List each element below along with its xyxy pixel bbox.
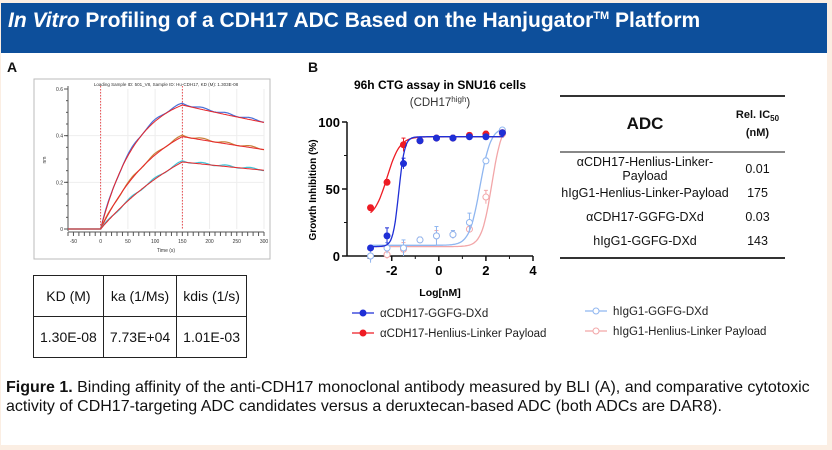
header-kdis: kdis (1/s) xyxy=(176,275,247,317)
legend-marker xyxy=(592,327,600,335)
value-kdis: 1.01E-03 xyxy=(176,316,247,358)
chart-title: 96h CTG assay in SNU16 cells xyxy=(354,78,526,92)
col-adc: ADC xyxy=(626,114,664,133)
chart-subtitle: (CDH17high) xyxy=(410,95,471,109)
legend-marker xyxy=(592,307,600,315)
figure-caption: Figure 1. Binding affinity of the anti-C… xyxy=(6,378,821,416)
x-axis-label: Log[nM] xyxy=(419,287,460,299)
x-tick-label: 100 xyxy=(151,239,160,245)
title-end: Platform xyxy=(609,9,701,32)
x-axis-label: Time (s) xyxy=(157,248,175,254)
y-tick-label: 0.4 xyxy=(56,134,63,140)
adc-name: hIgG1-GGFG-DXd xyxy=(593,234,697,248)
legend-label: hIgG1-Henlius-Linker Payload xyxy=(613,326,766,338)
title-italic: In Vitro xyxy=(8,9,80,32)
data-point xyxy=(367,252,375,260)
ic50-value: 143 xyxy=(747,234,768,248)
data-point xyxy=(482,133,490,141)
panel-a-label: A xyxy=(7,59,18,75)
legend-label: hIgG1-GGFG-DXd xyxy=(613,306,708,318)
data-point xyxy=(432,134,440,142)
table-row: hIgG1-GGFG-DXd 143 xyxy=(560,229,785,253)
legend-marker xyxy=(359,329,367,337)
x-tick-label: 250 xyxy=(233,239,242,245)
header-kd: KD (M) xyxy=(33,275,104,317)
x-tick-label: 2 xyxy=(482,263,489,278)
table-rule xyxy=(560,257,785,259)
x-tick-label: 200 xyxy=(205,239,214,245)
y-axis-label: nm xyxy=(42,157,48,164)
data-point xyxy=(416,236,424,244)
data-point xyxy=(367,244,375,252)
table-row: KD (M) ka (1/Ms) kdis (1/s) xyxy=(33,275,247,317)
caption-label: Figure 1. xyxy=(6,379,73,396)
trademark: TM xyxy=(593,10,610,22)
data-point xyxy=(383,232,391,240)
chart-title: Loading Sample ID: 501_V8, Sample ID: Hu… xyxy=(94,82,239,87)
y-tick-label: 50 xyxy=(326,182,340,197)
data-point xyxy=(400,160,408,168)
x-tick-label: 4 xyxy=(529,263,537,278)
y-tick-label: 0.6 xyxy=(56,87,63,93)
data-point xyxy=(465,219,473,226)
adc-name: hIgG1-Henlius-Linker-Payload xyxy=(561,186,729,200)
fit-curve-low xyxy=(68,161,265,230)
y-tick-label: 0 xyxy=(333,249,340,264)
value-kd: 1.30E-08 xyxy=(33,316,104,358)
x-tick-label: 0 xyxy=(99,239,102,245)
legend-label: αCDH17-GGFG-DXd xyxy=(380,308,488,320)
data-point xyxy=(383,178,391,186)
caption-text: Binding affinity of the anti-CDH17 monoc… xyxy=(6,379,810,415)
legend-label: αCDH17-Henlius-Linker Payload xyxy=(380,328,546,340)
adc-name: αCDH17-Henlius-Linker-Payload xyxy=(576,155,714,183)
fit-curve xyxy=(370,136,504,214)
title-text: Profiling of a CDH17 ADC Based on the Ha… xyxy=(79,9,594,32)
ic50-value: 175 xyxy=(747,186,768,200)
data-point xyxy=(400,244,408,252)
data-point xyxy=(432,232,440,240)
title-banner: In Vitro Profiling of a CDH17 ADC Based … xyxy=(1,3,827,53)
col-ic50: Rel. IC50 (nM) xyxy=(730,108,785,140)
fit-curve xyxy=(370,128,504,246)
x-tick-label: 150 xyxy=(178,239,187,245)
legend-marker xyxy=(359,309,367,317)
data-point xyxy=(449,231,457,239)
table-row: hIgG1-Henlius-Linker-Payload 175 xyxy=(560,181,785,205)
x-tick-label: -2 xyxy=(386,263,398,278)
ic50-table: ADC Rel. IC50 (nM) αCDH17-Henlius-Linker-… xyxy=(560,95,785,259)
data-point xyxy=(416,137,424,145)
y-tick-label: 100 xyxy=(318,115,340,130)
x-tick-label: 300 xyxy=(260,239,269,245)
page-title: In Vitro Profiling of a CDH17 ADC Based … xyxy=(8,9,700,33)
value-ka: 7.73E+04 xyxy=(102,316,178,358)
data-point xyxy=(367,204,375,212)
fit-curve xyxy=(370,133,505,248)
x-tick-label: 0 xyxy=(435,263,442,278)
data-point xyxy=(482,193,490,201)
table-row: αCDH17-GGFG-DXd 0.03 xyxy=(560,205,785,229)
panel-b-label: B xyxy=(308,59,319,75)
adc-name: αCDH17-GGFG-DXd xyxy=(586,210,704,224)
table-header: ADC Rel. IC50 (nM) xyxy=(560,95,785,153)
data-point xyxy=(482,157,490,165)
ic50-value: 0.01 xyxy=(745,162,770,176)
header-ka: ka (1/Ms) xyxy=(102,275,178,317)
data-point xyxy=(498,129,506,137)
y-tick-label: 0 xyxy=(60,227,63,233)
ic50-value: 0.03 xyxy=(745,210,770,224)
ic50-unit: (nM) xyxy=(745,127,770,140)
table-row: 1.30E-08 7.73E+04 1.01E-03 xyxy=(33,316,247,358)
x-tick-label: -50 xyxy=(70,239,77,245)
data-point xyxy=(449,134,457,142)
y-axis-label: Growth Inhibition (%) xyxy=(308,139,319,240)
ic50-sub: 50 xyxy=(770,114,780,124)
x-tick-label: 50 xyxy=(125,239,131,245)
y-tick-label: 0.2 xyxy=(56,180,63,186)
table-row: αCDH17-Henlius-Linker-Payload 0.01 xyxy=(560,155,785,183)
data-point xyxy=(465,133,473,141)
ic50-label: Rel. IC xyxy=(735,108,771,121)
kinetics-table: KD (M) ka (1/Ms) kdis (1/s) 1.30E-08 7.7… xyxy=(33,275,247,358)
